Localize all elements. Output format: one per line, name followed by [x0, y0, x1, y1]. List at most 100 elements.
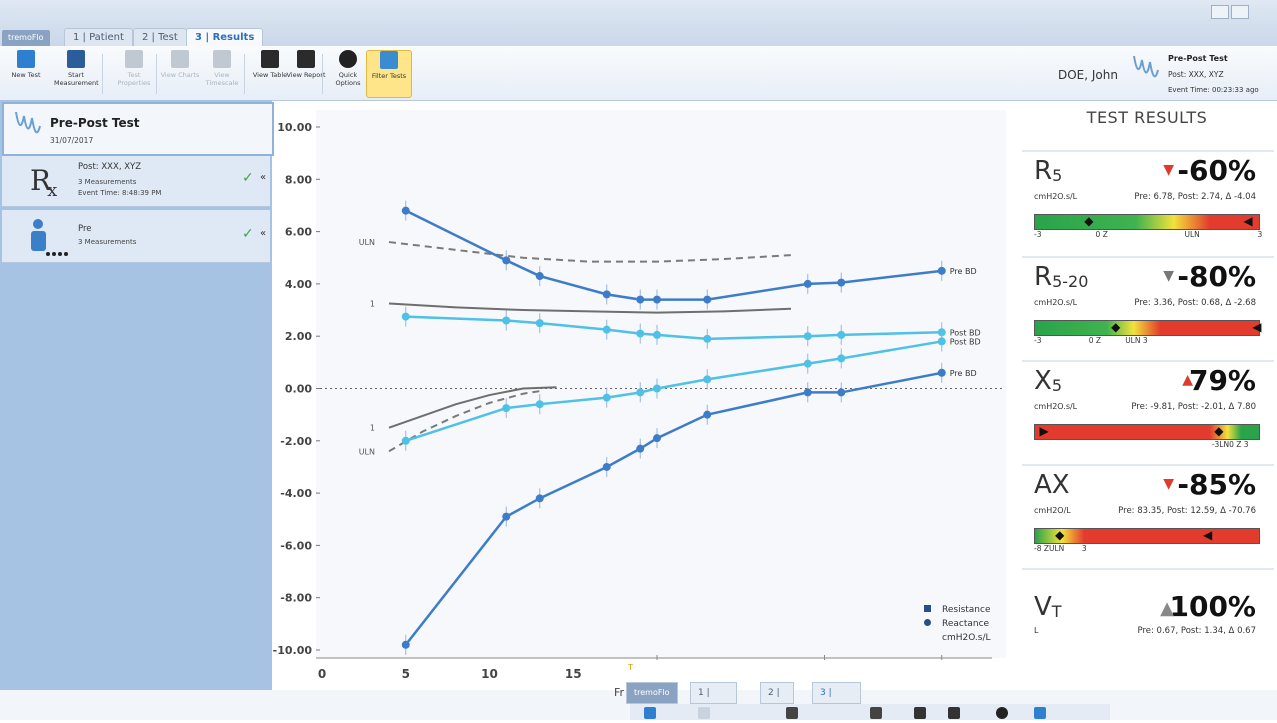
result-unit: cmH2O/L — [1034, 506, 1071, 515]
result-card[interactable]: AX -85% ▼ cmH2O/L Pre: 83.35, Post: 12.59, Δ… — [1022, 464, 1274, 566]
result-range-bar: ◆ ◀ — [1034, 320, 1262, 336]
maximize-icon[interactable] — [1231, 5, 1249, 19]
result-parameter-name: VT — [1034, 592, 1062, 622]
tab-results[interactable]: 3 | Results — [186, 28, 264, 47]
filter-icon — [380, 51, 398, 69]
y-tick-label: 8.00 — [285, 173, 312, 186]
result-parameter-name: R5-20 — [1034, 262, 1089, 292]
x-tick-label: 5 — [402, 667, 410, 681]
data-point — [653, 434, 661, 443]
view-table-button[interactable]: View Table — [248, 50, 292, 96]
sidebar-item-post[interactable]: Rx Post: XXX, XYZ 3 Measurements Event T… — [2, 156, 270, 207]
test-properties-button[interactable]: Test Properties — [112, 50, 156, 96]
view-charts-button[interactable]: View Charts — [158, 50, 202, 96]
result-range-ticks: -8 ZULN 3 — [1034, 544, 1262, 554]
app-logo-tab[interactable]: tremoFlo — [2, 30, 50, 46]
start-measurement-icon[interactable] — [698, 707, 710, 719]
range-tick-label: -3 — [1034, 230, 1042, 239]
result-unit: L — [1034, 626, 1039, 635]
test-properties-icon[interactable] — [786, 707, 798, 719]
y-tick-label: 10.00 — [277, 121, 312, 134]
new-test-icon[interactable] — [644, 707, 656, 719]
view-report-icon[interactable] — [948, 707, 960, 719]
filter-tests-button[interactable]: Filter Tests — [366, 50, 412, 98]
data-point — [502, 256, 511, 265]
data-point — [401, 640, 410, 649]
post-marker-icon: ◆ — [1055, 528, 1065, 542]
range-tick-label: 3 — [1257, 230, 1263, 239]
quick-options-button[interactable]: Quick Options — [326, 50, 370, 96]
start-measurement-button[interactable]: Start Measurement — [54, 50, 99, 96]
filter-icon[interactable] — [1034, 707, 1046, 719]
sidebar-item-pre[interactable]: Pre 3 Measurements ✓ « — [2, 210, 270, 263]
app-logo-tab[interactable]: tremoFlo — [626, 682, 678, 704]
rx-icon: Rx — [30, 164, 58, 201]
view-report-icon[interactable] — [914, 707, 926, 719]
gear-icon[interactable] — [996, 707, 1008, 719]
tab-test[interactable]: 2 | Test — [760, 682, 794, 718]
view-report-icon — [297, 50, 315, 68]
arrow-down-icon: ▼ — [1163, 268, 1174, 284]
range-tick-label: ULN — [1184, 230, 1200, 239]
result-card[interactable]: X5 79% ▲ cmH2O.s/L Pre: -9.81, Post: -2.01, … — [1022, 360, 1274, 462]
chart-x-marker: T — [628, 663, 633, 672]
ribbon-separator — [322, 54, 323, 94]
sidebar-item-pre-post-test[interactable]: Pre-Post Test 31/07/2017 — [2, 102, 274, 156]
view-timescale-button[interactable]: View Timescale — [200, 50, 244, 96]
reference-line-label: 1 — [370, 300, 375, 309]
result-card[interactable]: VT 100% ▲ L Pre: 0.67, Post: 1.34, Δ 0.67 — [1022, 568, 1274, 670]
data-point — [502, 512, 511, 521]
data-point — [803, 359, 812, 368]
legend-square-icon — [924, 605, 931, 612]
view-report-button[interactable]: View Report — [284, 50, 328, 96]
tab-test[interactable]: 2 | Test — [133, 28, 187, 47]
new-test-button[interactable]: New Test — [4, 50, 48, 96]
result-parameter-name: R5 — [1034, 156, 1063, 186]
signature-icon — [15, 111, 41, 134]
reference-line — [388, 390, 540, 453]
x-tick-label: 0 — [318, 667, 326, 681]
y-tick-label: -2.00 — [280, 435, 312, 448]
view-table-icon — [261, 50, 279, 68]
reference-line-label: ULN — [359, 238, 375, 247]
patient-name: DOE, John — [1058, 68, 1118, 82]
reference-line — [388, 241, 792, 263]
ribbon-separator — [244, 54, 245, 94]
tab-patient[interactable]: 1 | Patient — [690, 682, 738, 718]
result-range-bar: ▶ ◆ — [1034, 424, 1260, 440]
result-percent-change: -60% — [1177, 154, 1256, 187]
pre-marker-icon: ◀ — [1243, 214, 1253, 228]
arrow-down-icon: ▼ — [1163, 476, 1174, 492]
new-test-icon — [17, 50, 35, 68]
view-charts-icon — [171, 50, 189, 68]
post-marker-icon: ◆ — [1084, 214, 1094, 228]
data-point — [703, 410, 712, 419]
ribbon-toolbar: New Test Start Measurement Test Properties… — [0, 46, 1277, 101]
sidebar-item-date: 31/07/2017 — [50, 136, 94, 145]
x-tick-label: 10 — [481, 667, 498, 681]
tab-patient[interactable]: 1 | Patient — [64, 28, 133, 47]
collapse-icon[interactable]: « — [260, 172, 267, 183]
series-end-label: Post BD — [950, 337, 981, 346]
collapse-icon[interactable]: « — [260, 228, 267, 239]
window-controls[interactable] — [1209, 4, 1269, 19]
reference-line — [388, 302, 792, 314]
data-point — [703, 334, 712, 343]
series-line — [404, 371, 942, 646]
result-pre-post-values: Pre: -9.81, Post: -2.01, Δ 7.80 — [1131, 402, 1256, 412]
result-range-ticks: -3LN0 Z 3 — [1034, 440, 1262, 450]
result-pre-post-values: Pre: 83.35, Post: 12.59, Δ -70.76 — [1118, 506, 1256, 516]
result-card[interactable]: R5-20 -80% ▼ cmH2O.s/L Pre: 3.36, Post: 0.68… — [1022, 256, 1274, 358]
tab-results[interactable]: 3 | Results — [812, 682, 861, 718]
data-point — [937, 368, 946, 377]
view-table-icon[interactable] — [870, 707, 882, 719]
sidebar-item-event-time: Event Time: 8:48:39 PM — [78, 189, 162, 197]
result-card[interactable]: R5 -60% ▼ cmH2O.s/L Pre: 6.78, Post: 2.74, Δ… — [1022, 150, 1274, 252]
result-pre-post-values: Pre: 3.36, Post: 0.68, Δ -2.68 — [1134, 298, 1256, 308]
legend-label: Resistance — [942, 605, 991, 615]
minimize-icon[interactable] — [1211, 5, 1229, 19]
data-point — [703, 295, 712, 304]
ribbon-button-label: Filter Tests — [371, 72, 407, 80]
data-point — [937, 266, 946, 275]
range-tick-label: -3LN0 Z 3 — [1211, 440, 1249, 449]
